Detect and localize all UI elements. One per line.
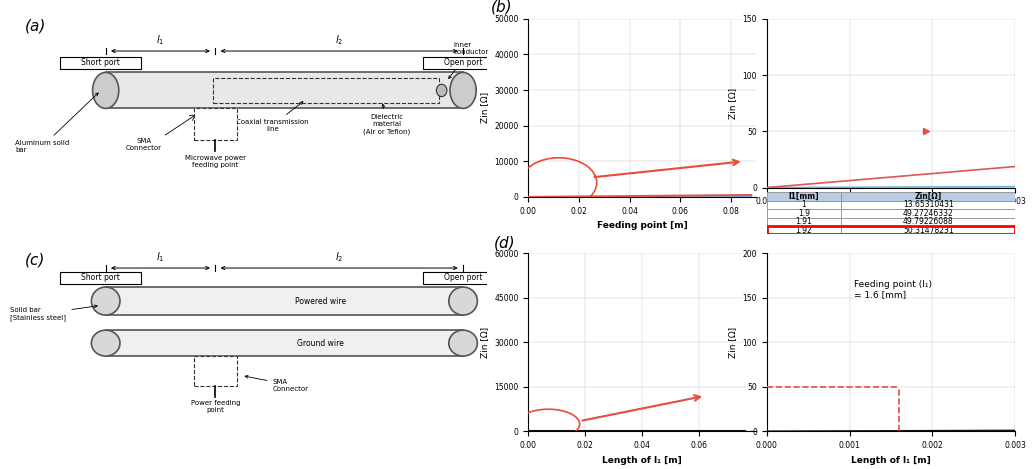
Text: 49.79226088: 49.79226088 (903, 217, 953, 227)
Text: Power feeding
point: Power feeding point (191, 401, 240, 413)
Text: Dielectric
material
(Air or Teflon): Dielectric material (Air or Teflon) (364, 104, 410, 135)
Text: Short port: Short port (82, 58, 120, 68)
X-axis label: Length of l₁ [m]: Length of l₁ [m] (603, 456, 682, 465)
Bar (841, 192, 1015, 201)
Ellipse shape (449, 330, 478, 356)
Y-axis label: Zin [Ω]: Zin [Ω] (728, 88, 737, 119)
Text: SMA
Connector: SMA Connector (125, 138, 162, 151)
Ellipse shape (450, 72, 477, 108)
Text: (b): (b) (490, 0, 512, 15)
Bar (841, 209, 1015, 218)
Ellipse shape (91, 287, 120, 315)
Bar (767, 218, 841, 226)
Text: (d): (d) (494, 235, 516, 250)
Y-axis label: Zin [Ω]: Zin [Ω] (480, 327, 489, 358)
Text: 1.91: 1.91 (796, 217, 812, 227)
Bar (194, 108, 237, 140)
Ellipse shape (436, 84, 447, 97)
Bar (106, 72, 463, 108)
X-axis label: Feeding point [m]: Feeding point [m] (845, 212, 937, 221)
Bar (841, 201, 1015, 209)
Text: 50.31478231: 50.31478231 (903, 226, 953, 235)
Text: SMA
Connector: SMA Connector (246, 375, 309, 392)
Bar (767, 192, 841, 201)
X-axis label: Feeding point [m]: Feeding point [m] (597, 221, 688, 230)
Text: Short port: Short port (82, 273, 120, 282)
Text: Open port: Open port (443, 273, 483, 282)
Text: Aluminum solid
bar: Aluminum solid bar (16, 93, 98, 153)
Bar (841, 226, 1015, 234)
Ellipse shape (449, 287, 478, 315)
Bar (213, 78, 439, 103)
Bar (423, 57, 503, 69)
X-axis label: Length of l₁ [m]: Length of l₁ [m] (852, 456, 930, 465)
Y-axis label: Zin [Ω]: Zin [Ω] (728, 327, 737, 358)
Text: (a): (a) (25, 18, 46, 33)
Bar (106, 287, 463, 315)
Ellipse shape (91, 330, 120, 356)
Text: $l_2$: $l_2$ (335, 33, 343, 47)
Text: (c): (c) (25, 252, 45, 267)
Text: Feeding point (l₁)
= 1.6 [mm]: Feeding point (l₁) = 1.6 [mm] (854, 280, 931, 299)
Y-axis label: Zin [Ω]: Zin [Ω] (480, 92, 489, 123)
Bar (194, 356, 237, 386)
Text: 49.27246332: 49.27246332 (903, 209, 953, 218)
Bar (423, 272, 503, 284)
Bar (767, 209, 841, 218)
Text: 1.9: 1.9 (798, 209, 810, 218)
Text: 13.65310431: 13.65310431 (903, 200, 953, 210)
Text: $l_1$: $l_1$ (156, 33, 165, 47)
Text: Solid bar
[Stainless steel]: Solid bar [Stainless steel] (10, 305, 97, 321)
Bar (767, 226, 1015, 234)
Bar (60, 57, 141, 69)
Text: Inner
conductor: Inner conductor (449, 42, 489, 78)
Bar (767, 226, 841, 234)
Text: 1.92: 1.92 (796, 226, 812, 235)
Bar (106, 330, 463, 356)
Text: $l_1$: $l_1$ (156, 250, 165, 264)
Text: Open port: Open port (443, 58, 483, 68)
Text: Ground wire: Ground wire (296, 339, 344, 348)
Text: Zin[Ω]: Zin[Ω] (915, 192, 942, 201)
Ellipse shape (92, 72, 119, 108)
Text: Microwave power
feeding point: Microwave power feeding point (184, 155, 246, 167)
Text: Coaxial transmission
line: Coaxial transmission line (236, 102, 309, 132)
Text: Powered wire: Powered wire (294, 296, 346, 305)
Text: l1[mm]: l1[mm] (788, 192, 819, 201)
Bar (60, 272, 141, 284)
Bar (841, 218, 1015, 226)
Text: 1: 1 (802, 200, 806, 210)
Bar (767, 201, 841, 209)
Text: $l_2$: $l_2$ (335, 250, 343, 264)
